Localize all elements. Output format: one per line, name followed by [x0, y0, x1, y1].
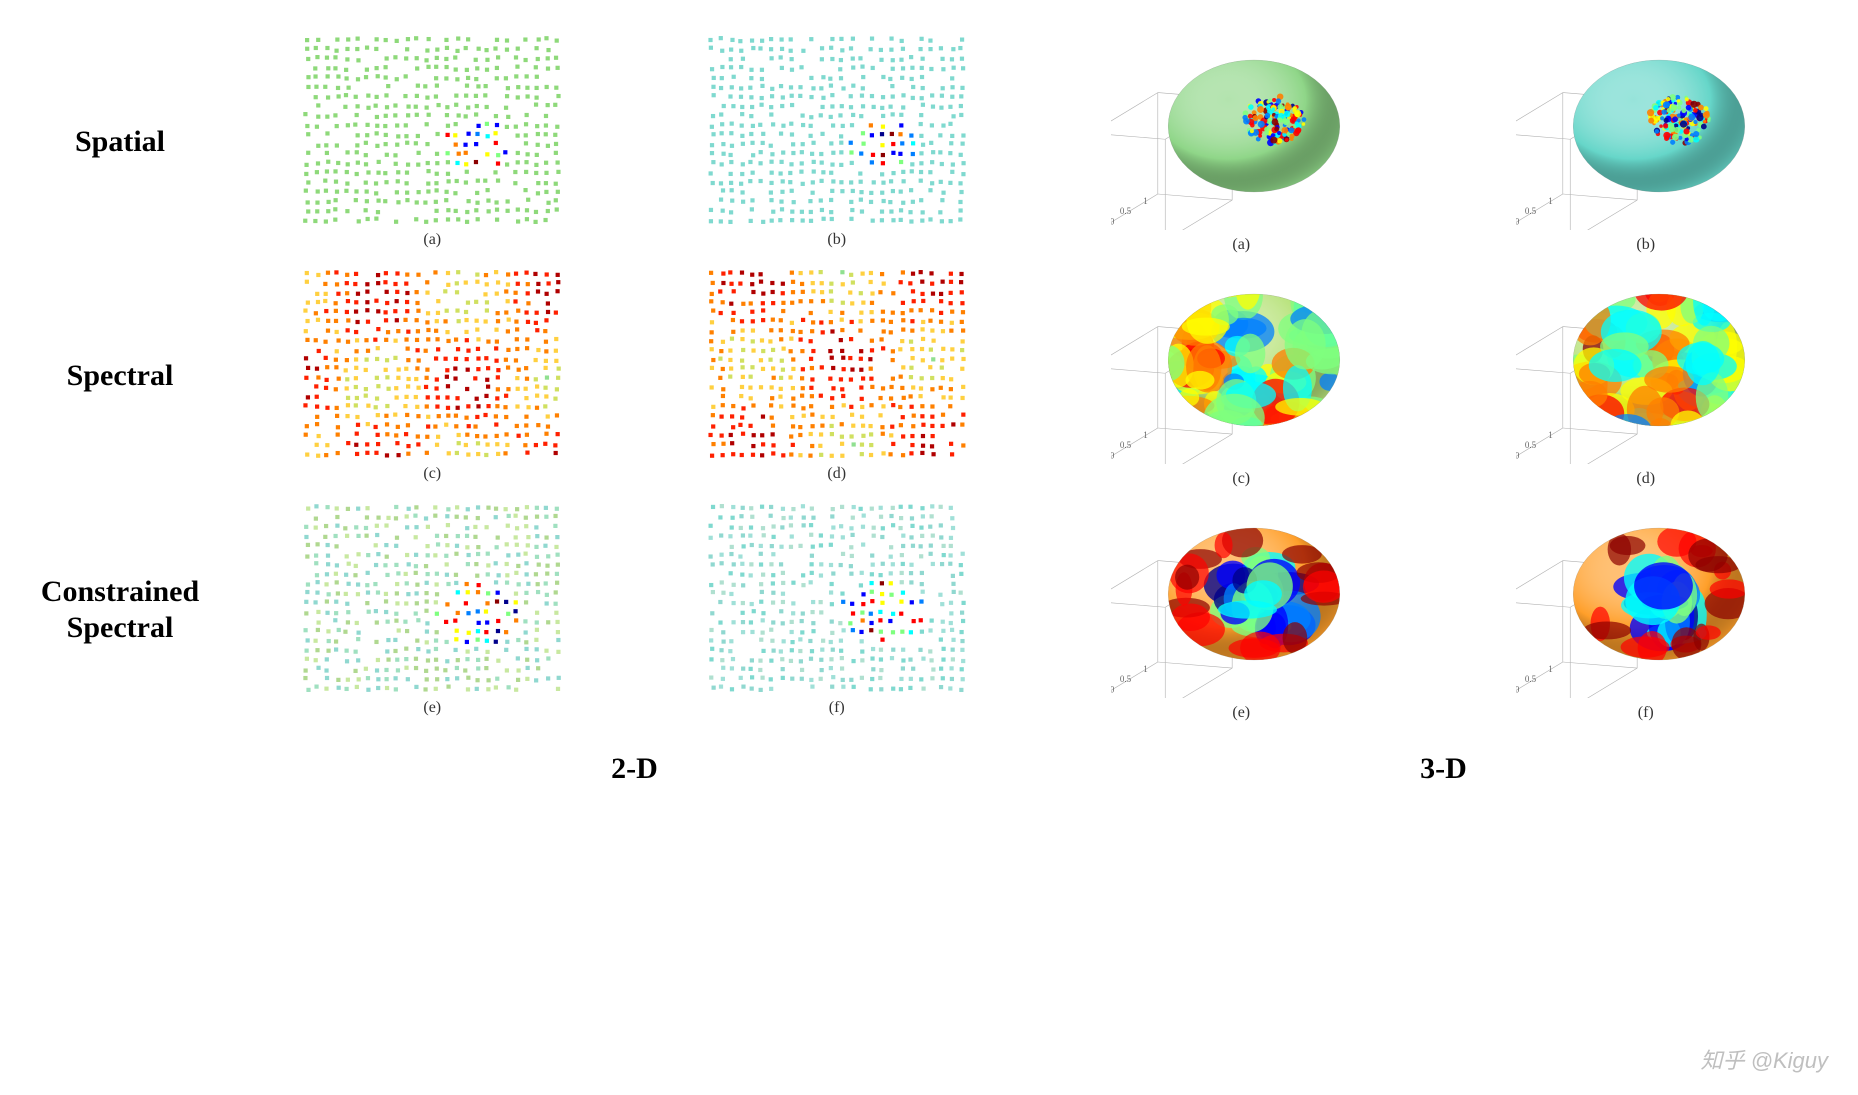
- svg-text:0.5: 0.5: [1120, 674, 1132, 684]
- row-label-constrained: Constrained Spectral: [20, 574, 220, 646]
- panel-spatial-3d-b: -1-1-1-0.5-0.5-0.50000.50.50.5111 (b): [1454, 30, 1839, 254]
- caption-3d-c: (c): [1232, 470, 1250, 488]
- panel-spatial-2d-a: (a): [240, 35, 625, 249]
- svg-text:1: 1: [1144, 664, 1149, 674]
- svg-text:1: 1: [1548, 196, 1553, 206]
- panel-spectral-2d-d: (d): [645, 269, 1030, 483]
- plot-sphere-spectral-c: -1-1-1-0.5-0.5-0.50000.50.50.5111: [1111, 264, 1371, 464]
- figure-panel-grid: Spatial (a) (b) -1-1-1-0.5-0.5-0.50000.5…: [20, 30, 1838, 786]
- panel-constrained-2d-e: (e): [240, 503, 625, 717]
- svg-text:0: 0: [1111, 684, 1115, 694]
- plot-sphere-spectral-d: -1-1-1-0.5-0.5-0.50000.50.50.5111: [1516, 264, 1776, 464]
- svg-text:1: 1: [1548, 664, 1553, 674]
- caption-3d-b: (b): [1636, 236, 1655, 254]
- plot-scatter-spatial-b: [707, 35, 967, 225]
- plot-scatter-spectral-c: [302, 269, 562, 459]
- caption-2d-e: (e): [423, 699, 441, 717]
- caption-2d-c: (c): [423, 465, 441, 483]
- column-header-row: 2-D 3-D: [20, 752, 1838, 786]
- svg-text:0: 0: [1111, 216, 1115, 226]
- svg-text:0.5: 0.5: [1525, 440, 1537, 450]
- plot-scatter-constrained-f: [707, 503, 967, 693]
- svg-text:0.5: 0.5: [1525, 674, 1537, 684]
- col-header-3d: 3-D: [1049, 752, 1838, 786]
- panel-spectral-3d-c: -1-1-1-0.5-0.5-0.50000.50.50.5111 (c): [1049, 264, 1434, 488]
- panel-spatial-3d-a: -1-1-1-0.5-0.5-0.50000.50.50.5111 (a): [1049, 30, 1434, 254]
- panel-constrained-3d-e: -1-1-1-0.5-0.5-0.50000.50.50.5111 (e): [1049, 498, 1434, 722]
- panel-spectral-3d-d: -1-1-1-0.5-0.5-0.50000.50.50.5111 (d): [1454, 264, 1839, 488]
- watermark-text: 知乎 @Kiguy: [1701, 1043, 1828, 1075]
- plot-sphere-constrained-e: -1-1-1-0.5-0.5-0.50000.50.50.5111: [1111, 498, 1371, 698]
- plot-scatter-spatial-a: [302, 35, 562, 225]
- svg-text:0: 0: [1516, 216, 1520, 226]
- svg-text:0.5: 0.5: [1120, 206, 1132, 216]
- caption-2d-b: (b): [827, 231, 846, 249]
- plot-scatter-constrained-e: [302, 503, 562, 693]
- caption-3d-e: (e): [1232, 704, 1250, 722]
- col-header-2d: 2-D: [240, 752, 1029, 786]
- svg-text:1: 1: [1144, 430, 1149, 440]
- plot-scatter-spectral-d: [707, 269, 967, 459]
- plot-sphere-spatial-b: -1-1-1-0.5-0.5-0.50000.50.50.5111: [1516, 30, 1776, 230]
- plot-sphere-spatial-a: -1-1-1-0.5-0.5-0.50000.50.50.5111: [1111, 30, 1371, 230]
- svg-text:0.5: 0.5: [1120, 440, 1132, 450]
- caption-2d-f: (f): [829, 699, 845, 717]
- panel-spectral-2d-c: (c): [240, 269, 625, 483]
- panel-spatial-2d-b: (b): [645, 35, 1030, 249]
- svg-text:0: 0: [1111, 450, 1115, 460]
- caption-2d-d: (d): [827, 465, 846, 483]
- svg-text:1: 1: [1548, 430, 1553, 440]
- caption-3d-d: (d): [1636, 470, 1655, 488]
- caption-3d-a: (a): [1232, 236, 1250, 254]
- svg-text:1: 1: [1144, 196, 1149, 206]
- caption-3d-f: (f): [1638, 704, 1654, 722]
- panel-constrained-3d-f: -1-1-1-0.5-0.5-0.50000.50.50.5111 (f): [1454, 498, 1839, 722]
- row-label-spatial: Spatial: [20, 124, 220, 160]
- svg-text:0.5: 0.5: [1525, 206, 1537, 216]
- panel-constrained-2d-f: (f): [645, 503, 1030, 717]
- row-label-spectral: Spectral: [20, 358, 220, 394]
- svg-text:0: 0: [1516, 450, 1520, 460]
- svg-text:0: 0: [1516, 684, 1520, 694]
- caption-2d-a: (a): [423, 231, 441, 249]
- plot-sphere-constrained-f: -1-1-1-0.5-0.5-0.50000.50.50.5111: [1516, 498, 1776, 698]
